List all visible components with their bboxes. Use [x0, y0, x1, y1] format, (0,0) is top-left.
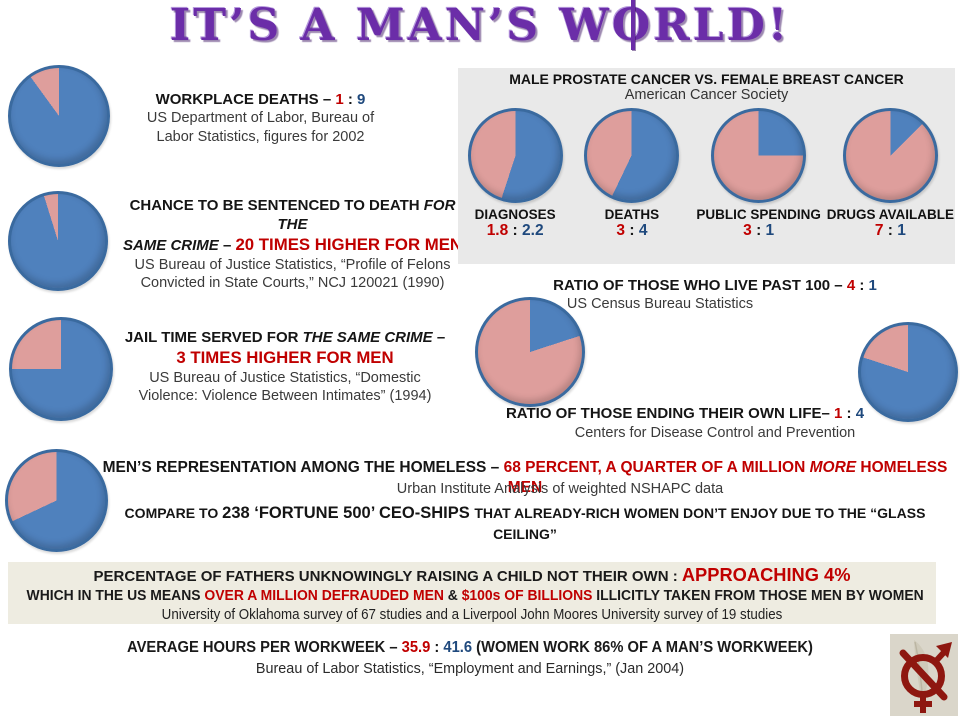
- drugs-available-column: DRUGS AVAILABLE 7 : 1: [826, 108, 955, 240]
- homeless-heading: MEN’S REPRESENTATION AMONG THE HOMELESS …: [102, 459, 948, 496]
- no-female-symbol-icon: [890, 634, 958, 716]
- drugs-available-ratio: 7 : 1: [874, 222, 906, 239]
- workplace-deaths-block: WORKPLACE DEATHS – 1 : 9 US Department o…: [108, 90, 413, 146]
- page-title-post: RLD!: [653, 0, 791, 51]
- ending-own-life-source: Centers for Disease Control and Preventi…: [574, 425, 856, 441]
- ending-own-life-pie: [858, 322, 958, 422]
- deaths-pie: [584, 108, 680, 203]
- cancer-panel-subtitle: American Cancer Society: [624, 87, 789, 103]
- live-past-100-heading: RATIO OF THOSE WHO LIVE PAST 100 – 4 : 1: [553, 277, 877, 294]
- page-title-pre: IT’S A MAN’S W: [169, 0, 612, 51]
- deaths-column: DEATHS 3 : 4: [572, 108, 691, 240]
- death-sentence-pie: [8, 191, 108, 291]
- live-past-100-pie: [475, 297, 585, 407]
- homeless-source: Urban Institute Analysis of weighted NSH…: [396, 481, 724, 497]
- death-sentence-source-2: Convicted in State Courts,” NCJ 120021 (…: [140, 275, 445, 292]
- deaths-label: DEATHS: [604, 207, 660, 222]
- drugs-available-pie: [842, 108, 938, 203]
- drugs-available-label: DRUGS AVAILABLE: [826, 207, 954, 222]
- workplace-deaths-heading: WORKPLACE DEATHS – 1 : 9: [155, 91, 366, 108]
- death-sentence-heading-1: CHANCE TO BE SENTENCED TO DEATH FOR THE: [129, 197, 456, 234]
- workplace-deaths-source-2: Labor Statistics, figures for 2002: [156, 128, 365, 145]
- page-title: IT’S A MAN’S WORLD!: [0, 0, 960, 51]
- diagnoses-label: DIAGNOSES: [474, 207, 556, 222]
- diagnoses-ratio: 1.8 : 2.2: [486, 222, 544, 239]
- cancer-panel-title: MALE PROSTATE CANCER VS. FEMALE BREAST C…: [509, 71, 904, 87]
- death-sentence-heading-2: SAME CRIME – 20 TIMES HIGHER FOR MEN: [122, 235, 463, 255]
- jail-time-heading-1: JAIL TIME SERVED FOR THE SAME CRIME –: [124, 329, 446, 346]
- jail-time-heading-2: 3 TIMES HIGHER FOR MEN: [176, 348, 394, 368]
- diagnoses-pie: [467, 108, 563, 203]
- jail-time-source-1: US Bureau of Justice Statistics, “Domest…: [149, 369, 421, 386]
- paternity-source: University of Oklahoma survey of 67 stud…: [161, 607, 783, 624]
- homeless-compare-line: COMPARE TO 238 ‘FORTUNE 500’ CEO-SHIPS T…: [124, 504, 926, 543]
- workplace-deaths-pie: [8, 65, 110, 167]
- paternity-band: PERCENTAGE OF FATHERS UNKNOWINGLY RAISIN…: [8, 562, 936, 624]
- public-spending-ratio: 3 : 1: [743, 222, 775, 239]
- homeless-pie: [5, 449, 108, 552]
- paternity-line-2: WHICH IN THE US MEANS OVER A MILLION DEF…: [26, 588, 924, 605]
- jail-time-block: JAIL TIME SERVED FOR THE SAME CRIME – 3 …: [115, 328, 455, 406]
- jail-time-source-2: Violence: Violence Between Intimates” (1…: [138, 388, 432, 405]
- public-spending-label: PUBLIC SPENDING: [696, 207, 821, 222]
- slashed-o-glyph: O: [611, 0, 654, 51]
- paternity-line-1: PERCENTAGE OF FATHERS UNKNOWINGLY RAISIN…: [93, 564, 851, 585]
- public-spending-column: PUBLIC SPENDING 3 : 1: [692, 108, 826, 240]
- ending-own-life-heading: RATIO OF THOSE ENDING THEIR OWN LIFE– 1 …: [505, 405, 865, 422]
- cancer-panel: MALE PROSTATE CANCER VS. FEMALE BREAST C…: [458, 68, 955, 264]
- cancer-pies-row: DIAGNOSES 1.8 : 2.2 DEATHS 3 : 4 PUBLIC …: [458, 108, 955, 240]
- public-spending-pie: [711, 108, 807, 203]
- workplace-deaths-source-1: US Department of Labor, Bureau of: [146, 110, 375, 127]
- death-sentence-block: CHANCE TO BE SENTENCED TO DEATH FOR THE …: [115, 196, 470, 293]
- stamp-image: [890, 634, 958, 716]
- jail-time-pie: [9, 317, 113, 421]
- workweek-source: Bureau of Labor Statistics, “Employment …: [255, 660, 685, 677]
- workweek-heading: AVERAGE HOURS PER WORKWEEK – 35.9 : 41.6…: [127, 639, 813, 656]
- deaths-ratio: 3 : 4: [616, 222, 648, 239]
- diagnoses-column: DIAGNOSES 1.8 : 2.2: [458, 108, 572, 240]
- death-sentence-source-1: US Bureau of Justice Statistics, “Profil…: [134, 256, 451, 273]
- live-past-100-source: US Census Bureau Statistics: [566, 296, 754, 312]
